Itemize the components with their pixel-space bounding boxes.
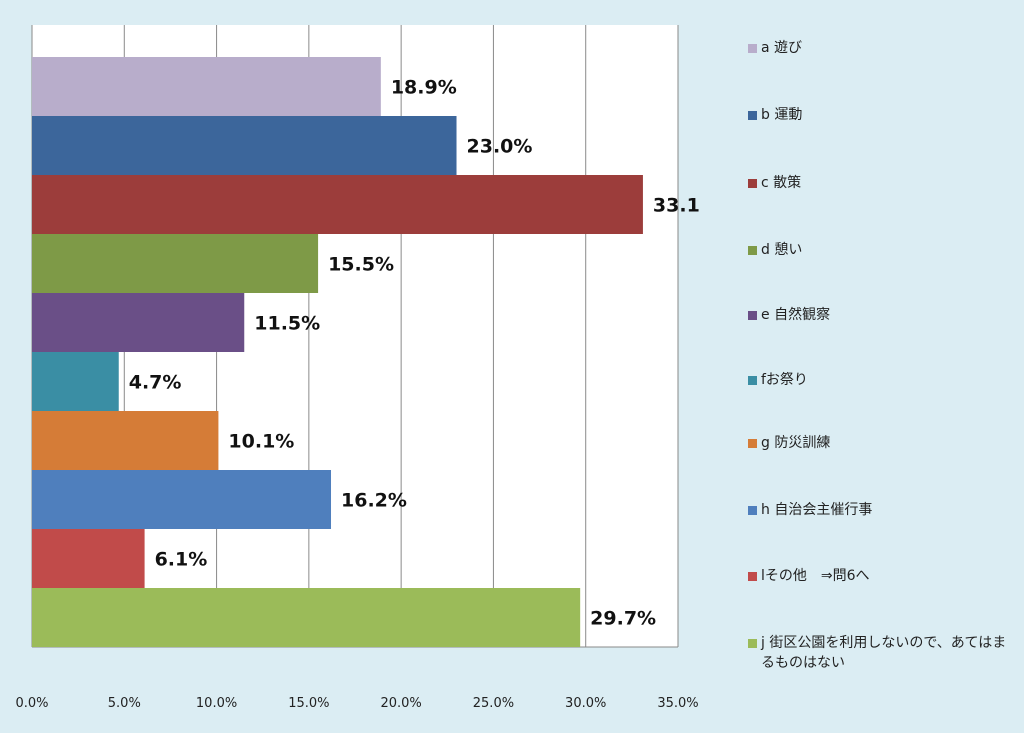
data-label: 4.7% [129, 372, 182, 394]
legend-label: fお祭り [761, 372, 808, 388]
legend-label: j 街区公園を利用しないので、あてはまるものはない [761, 635, 1007, 671]
x-tick-label: 15.0% [288, 696, 329, 711]
data-label: 33.1% [653, 195, 700, 217]
bar [32, 588, 581, 647]
data-label: 11.5% [254, 313, 320, 335]
legend-item: a 遊び [748, 38, 1018, 58]
bar [32, 116, 457, 175]
legend-swatch [748, 44, 757, 53]
bar [32, 293, 245, 352]
legend-label: h 自治会主催行事 [761, 502, 873, 518]
legend-item: d 憩い [748, 240, 1018, 260]
bar-chart: 0.0% 5.0% 10.0% 15.0% 20.0% 25.0% 30.0% 35.0% 18… [15, 25, 700, 711]
legend-label: g 防災訓練 [761, 435, 831, 451]
x-tick-label: 20.0% [380, 696, 421, 711]
legend-item: g 防災訓練 [748, 433, 1018, 453]
data-label: 16.2% [341, 490, 407, 512]
legend-swatch [748, 572, 757, 581]
legend-item: c 散策 [748, 173, 1018, 193]
legend-swatch [748, 179, 757, 188]
legend-item: b 運動 [748, 105, 1018, 125]
x-tick-label: 5.0% [108, 696, 141, 711]
legend-swatch [748, 506, 757, 515]
legend-swatch [748, 311, 757, 320]
x-tick-label: 25.0% [473, 696, 514, 711]
legend-swatch [748, 376, 757, 385]
bar [32, 411, 219, 470]
data-label: 23.0% [467, 136, 533, 158]
legend-swatch [748, 439, 757, 448]
x-tick-label: 10.0% [196, 696, 237, 711]
data-label: 29.7% [590, 608, 656, 630]
legend-label: e 自然観察 [761, 307, 831, 323]
legend-label: a 遊び [761, 40, 803, 56]
data-label: 6.1% [155, 549, 208, 571]
x-tick-label: 30.0% [565, 696, 606, 711]
legend-swatch [748, 639, 757, 648]
legend-label: lその他 ⇒問6へ [761, 568, 870, 584]
legend-label: d 憩い [761, 242, 803, 258]
data-label: 18.9% [391, 77, 457, 99]
x-tick-label: 0.0% [15, 696, 48, 711]
legend-label: b 運動 [761, 107, 803, 123]
bar [32, 234, 319, 293]
bar [32, 57, 381, 116]
data-label: 15.5% [328, 254, 394, 276]
data-label: 10.1% [228, 431, 294, 453]
legend-item: e 自然観察 [748, 305, 1018, 325]
x-tick-label: 35.0% [657, 696, 698, 711]
legend-item: j 街区公園を利用しないので、あてはまるものはない [748, 633, 1018, 673]
bar [32, 470, 332, 529]
bar [32, 529, 145, 588]
legend-item: fお祭り [748, 370, 1018, 390]
legend-item: lその他 ⇒問6へ [748, 566, 1018, 586]
legend-swatch [748, 111, 757, 120]
bar [32, 352, 119, 411]
legend-item: h 自治会主催行事 [748, 500, 1018, 520]
bar [32, 175, 643, 234]
legend-label: c 散策 [761, 175, 802, 191]
legend-swatch [748, 246, 757, 255]
